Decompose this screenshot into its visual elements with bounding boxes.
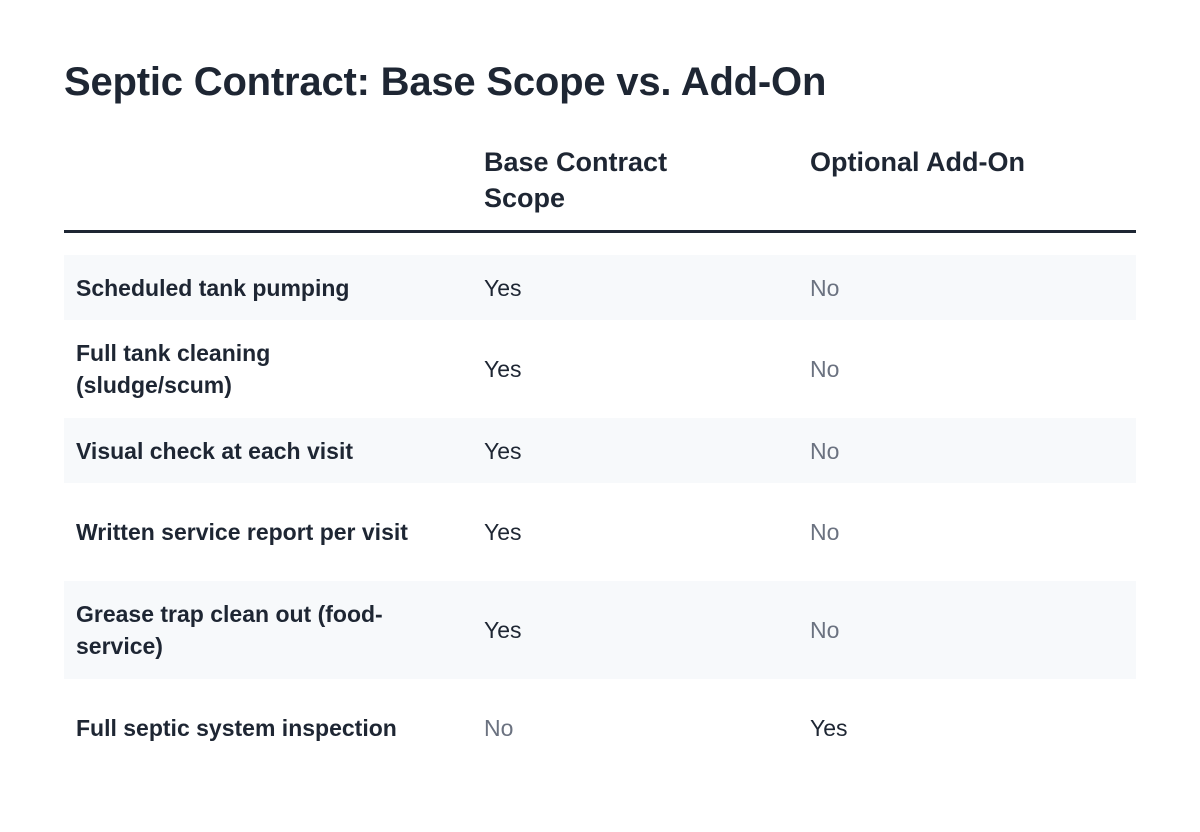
feature-cell: Visual check at each visit	[76, 437, 354, 464]
addon-cell: No	[810, 356, 840, 382]
header-optional-add-on: Optional Add-On	[810, 147, 1025, 177]
table-header: Base Contract Scope Optional Add-On	[64, 140, 1136, 233]
base-cell: No	[484, 715, 514, 741]
table-row: Written service report per visit Yes No	[64, 483, 1136, 581]
addon-cell: Yes	[810, 715, 848, 741]
feature-cell: Written service report per visit	[76, 519, 408, 545]
base-cell: Yes	[484, 617, 522, 643]
table-row: Visual check at each visit Yes No	[64, 418, 1136, 483]
table-row: Full tank cleaning (sludge/scum) Yes No	[64, 320, 1136, 418]
page-title: Septic Contract: Base Scope vs. Add-On	[64, 60, 827, 104]
comparison-table: Base Contract Scope Optional Add-On Sche…	[64, 140, 1136, 777]
table-row: Full septic system inspection No Yes	[64, 679, 1136, 777]
addon-cell: No	[810, 617, 840, 643]
base-cell: Yes	[484, 356, 522, 382]
addon-cell: No	[810, 519, 840, 545]
base-cell: Yes	[484, 437, 522, 464]
feature-cell: Full septic system inspection	[76, 715, 397, 741]
table-body: Scheduled tank pumping Yes No Full tank …	[64, 255, 1136, 777]
feature-cell: Scheduled tank pumping	[76, 274, 350, 301]
base-cell: Yes	[484, 274, 522, 301]
feature-cell: Full tank cleaning (sludge/scum)	[76, 340, 271, 398]
table-row: Scheduled tank pumping Yes No	[64, 255, 1136, 320]
header-base-contract-scope: Base Contract Scope	[484, 147, 668, 213]
feature-cell: Grease trap clean out (food-service)	[76, 601, 383, 659]
table-row: Grease trap clean out (food-service) Yes…	[64, 581, 1136, 679]
addon-cell: No	[810, 274, 840, 301]
addon-cell: No	[810, 437, 840, 464]
base-cell: Yes	[484, 519, 522, 545]
